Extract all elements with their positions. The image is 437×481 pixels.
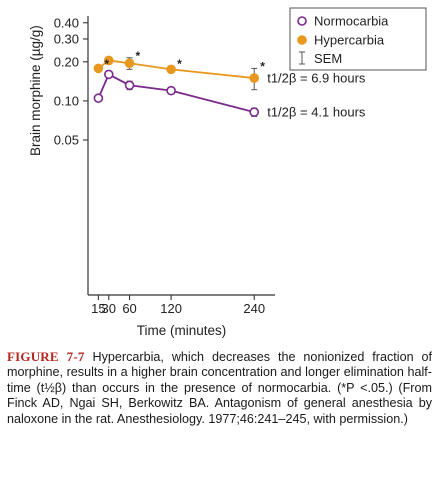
x-tick-label: 240 [243, 301, 265, 316]
half-life-label: t1/2β = 6.9 hours [267, 71, 366, 86]
data-point [249, 107, 260, 117]
x-tick-label: 60 [122, 301, 136, 316]
y-tick-label: 0.40 [54, 15, 79, 30]
legend-marker-normocarbia [297, 16, 307, 26]
series-hypercarbia: * * * * [93, 49, 265, 91]
axes [87, 16, 275, 296]
data-point [93, 93, 104, 103]
data-point [166, 64, 176, 75]
legend-marker-hypercarbia [297, 35, 307, 45]
legend-marker-sem [299, 51, 305, 65]
x-axis-title: Time (minutes) [137, 323, 227, 338]
half-life-label: t1/2β = 4.1 hours [267, 105, 366, 120]
significance-asterisk: * [177, 57, 182, 71]
y-axis-title: Brain morphine (µg/g) [28, 25, 43, 156]
data-point [249, 73, 260, 83]
legend: Normocarbia Hypercarbia SEM [289, 7, 427, 71]
y-tick-label: 0.30 [54, 31, 79, 46]
labels-layer: Time (minutes) Brain morphine (µg/g) t1/2β… [28, 25, 366, 338]
x-tick-label: 120 [160, 301, 182, 316]
significance-asterisk: * [136, 49, 141, 63]
x-tick-label: 15 [91, 301, 105, 316]
figure-caption: FIGURE 7-7 Hypercarbia, which decreases … [7, 349, 432, 427]
data-point [103, 55, 114, 66]
legend-label-hypercarbia: Hypercarbia [314, 33, 385, 48]
data-point [124, 80, 135, 91]
legend-label-sem: SEM [314, 51, 342, 66]
legend-label-normocarbia: Normocarbia [314, 14, 389, 29]
figure-label: FIGURE 7-7 [7, 349, 85, 364]
legend-box [289, 7, 427, 71]
series-layer: * * * * [93, 49, 265, 117]
series-normocarbia [93, 69, 260, 117]
data-point [166, 85, 176, 96]
data-point [93, 63, 104, 74]
caption-text: Hypercarbia, which decreases the nonioni… [7, 350, 433, 426]
x-tick-label: 30 [102, 301, 116, 316]
y-tick-label: 0.20 [54, 54, 79, 69]
data-point [103, 69, 114, 80]
y-tick-label: 0.05 [54, 133, 79, 148]
significance-asterisk: * [104, 57, 109, 71]
significance-asterisk: * [260, 59, 265, 73]
data-point [124, 58, 135, 69]
y-tick-label: 0.10 [54, 93, 79, 108]
series-line [97, 73, 255, 113]
